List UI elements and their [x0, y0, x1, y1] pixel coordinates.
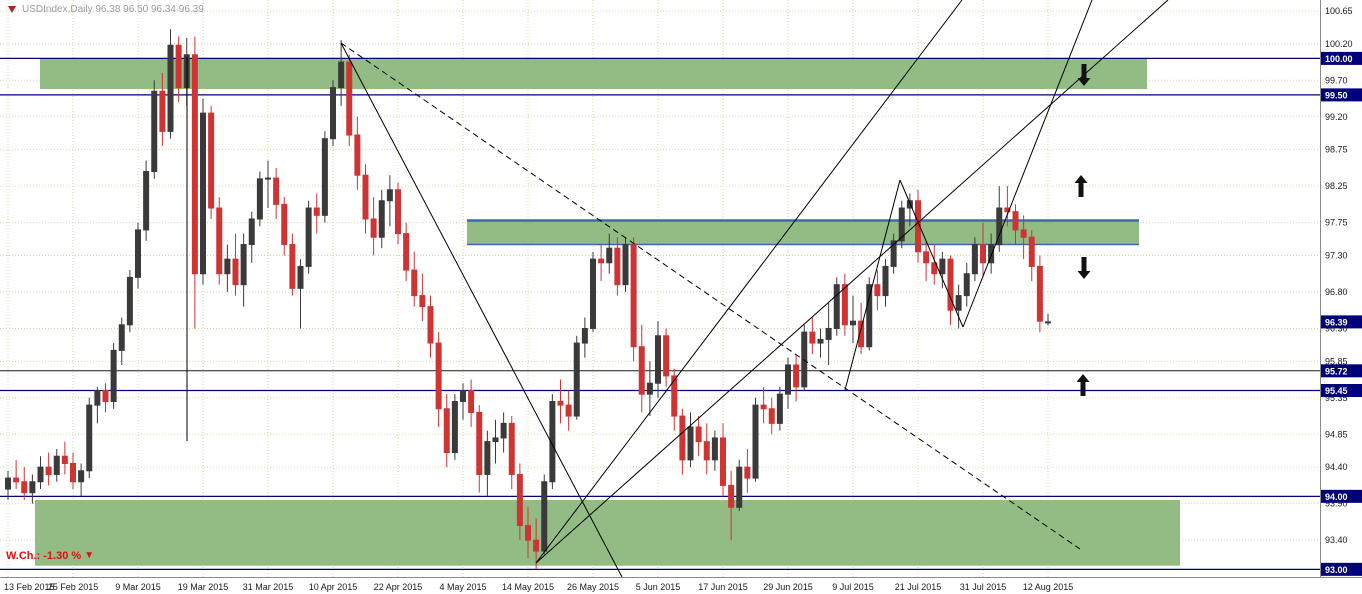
svg-text:94.85: 94.85	[1325, 429, 1348, 439]
price-label-box	[1321, 51, 1362, 65]
svg-text:99.50: 99.50	[1325, 90, 1348, 100]
svg-text:25 Feb 2015: 25 Feb 2015	[48, 582, 99, 592]
svg-text:31 Mar 2015: 31 Mar 2015	[243, 582, 294, 592]
trendline	[535, 0, 1169, 564]
zone-band	[40, 58, 1147, 90]
svg-text:97.75: 97.75	[1325, 218, 1348, 228]
price-label-box	[1321, 364, 1362, 378]
svg-text:12 Aug 2015: 12 Aug 2015	[1023, 582, 1074, 592]
svg-text:96.80: 96.80	[1325, 287, 1348, 297]
svg-text:99.20: 99.20	[1325, 112, 1348, 122]
svg-text:100.20: 100.20	[1325, 39, 1353, 49]
svg-text:100.00: 100.00	[1325, 54, 1353, 64]
svg-text:94.00: 94.00	[1325, 492, 1348, 502]
price-label-box	[1321, 88, 1362, 102]
svg-text:98.25: 98.25	[1325, 181, 1348, 191]
up-arrow-icon	[1076, 374, 1090, 396]
svg-text:94.40: 94.40	[1325, 462, 1348, 472]
svg-text:31 Jul 2015: 31 Jul 2015	[960, 582, 1007, 592]
down-arrow-icon	[1077, 257, 1091, 279]
svg-text:17 Jun 2015: 17 Jun 2015	[698, 582, 748, 592]
svg-text:10 Apr 2015: 10 Apr 2015	[309, 582, 358, 592]
price-label-box	[1321, 489, 1362, 503]
symbol-icon	[8, 6, 16, 13]
svg-text:95.85: 95.85	[1325, 356, 1348, 366]
trendline	[844, 179, 901, 391]
svg-text:19 Mar 2015: 19 Mar 2015	[178, 582, 229, 592]
svg-text:4 May 2015: 4 May 2015	[439, 582, 486, 592]
svg-text:5 Jun 2015: 5 Jun 2015	[636, 582, 681, 592]
weekly-change-label: W.Ch.: -1.30 % ▼	[6, 550, 94, 562]
svg-text:21 Jul 2015: 21 Jul 2015	[895, 582, 942, 592]
svg-text:93.90: 93.90	[1325, 499, 1348, 509]
svg-text:96.30: 96.30	[1325, 323, 1348, 333]
svg-text:26 May 2015: 26 May 2015	[567, 582, 619, 592]
plot-area	[0, 0, 1320, 577]
down-triangle-icon: ▼	[84, 550, 95, 561]
trendline	[535, 0, 963, 564]
svg-text:14 May 2015: 14 May 2015	[502, 582, 554, 592]
price-label-box	[1321, 315, 1362, 329]
trendline	[962, 0, 1093, 328]
symbol-ohlc-text: USDIndex,Daily 96.38 96.50 96.34 96.39	[22, 4, 204, 15]
svg-text:98.75: 98.75	[1325, 145, 1348, 155]
down-arrow-icon	[1077, 64, 1091, 86]
price-label-box	[1321, 384, 1362, 398]
weekly-change-text: W.Ch.: -1.30 %	[6, 550, 82, 562]
zone-band	[35, 500, 1180, 566]
candles	[5, 29, 1051, 570]
svg-text:29 Jun 2015: 29 Jun 2015	[763, 582, 813, 592]
svg-text:95.35: 95.35	[1325, 393, 1348, 403]
trendline	[340, 42, 623, 577]
chart-title: USDIndex,Daily 96.38 96.50 96.34 96.39	[8, 4, 204, 15]
svg-text:93.00: 93.00	[1325, 565, 1348, 575]
svg-text:93.40: 93.40	[1325, 535, 1348, 545]
svg-text:95.45: 95.45	[1325, 386, 1348, 396]
svg-text:9 Mar 2015: 9 Mar 2015	[115, 582, 161, 592]
svg-text:95.72: 95.72	[1325, 366, 1348, 376]
svg-text:13 Feb 2015: 13 Feb 2015	[4, 582, 55, 592]
svg-text:22 Apr 2015: 22 Apr 2015	[374, 582, 423, 592]
price-label-box	[1321, 562, 1362, 576]
svg-text:99.70: 99.70	[1325, 75, 1348, 85]
svg-text:96.39: 96.39	[1325, 317, 1348, 327]
svg-text:9 Jul 2015: 9 Jul 2015	[832, 582, 874, 592]
svg-text:100.65: 100.65	[1325, 6, 1353, 16]
up-arrow-icon	[1074, 175, 1088, 197]
trendline	[899, 179, 964, 328]
zone-band	[467, 220, 1139, 245]
svg-text:97.30: 97.30	[1325, 250, 1348, 260]
price-axis: 100.65 100.20 99.70 99.20 98.75 98.25 97.75 97.…	[1321, 6, 1362, 576]
